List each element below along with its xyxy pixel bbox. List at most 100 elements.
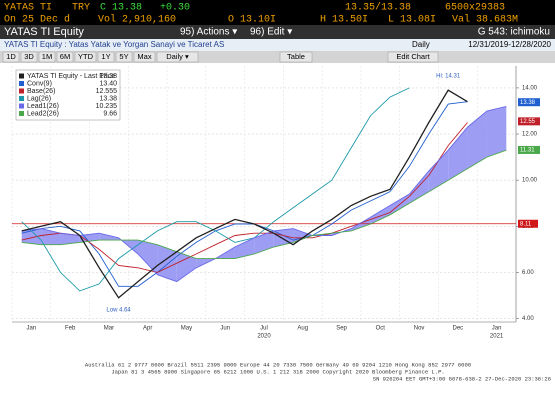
range-button[interactable] [2, 51, 20, 63]
date-range: 12/31/2019-12/28/2020 [468, 40, 551, 49]
legend-value: 13.38 [99, 95, 117, 102]
range-button-label: 3D [24, 52, 34, 61]
period: Daily [412, 40, 430, 49]
edit-chart-button[interactable] [387, 51, 439, 63]
value-traded: Val 38.683M [452, 14, 518, 26]
x-tick-label: Jan [27, 326, 37, 332]
x-tick-label: Feb [65, 326, 76, 332]
legend-swatch [19, 111, 24, 116]
legend-label: Base(26) [27, 88, 55, 95]
x-tick-label: Jan [492, 326, 502, 332]
cloud [21, 228, 42, 245]
legend-label: Lag(26) [27, 95, 51, 102]
range-button[interactable] [133, 51, 156, 63]
range-button[interactable] [97, 51, 115, 63]
y-tick-label: 12.00 [522, 132, 538, 138]
edit-chart-label: Edit Chart [396, 52, 430, 61]
cloud [467, 110, 487, 169]
toolbar [0, 25, 555, 39]
cloud [157, 244, 177, 282]
x-tick-label: Mar [104, 326, 114, 332]
legend: YATAS TI Equity - Last Price13.38Conv(9)… [15, 69, 121, 121]
series-line [21, 87, 410, 292]
volume: Vol 2,910,160 [98, 14, 176, 26]
change: +0.30 [160, 3, 190, 14]
legend-swatch [19, 81, 24, 86]
range-button[interactable] [38, 51, 56, 63]
cloud [60, 233, 80, 245]
edit-menu[interactable]: 96) Edit ▾ [250, 27, 292, 38]
price-tag-label: 11.31 [520, 148, 535, 154]
range-button-label: YTD [78, 52, 94, 61]
legend-value: 10.235 [96, 103, 118, 110]
high: H 13.50I [320, 15, 368, 26]
price-tag-label: 13.38 [520, 100, 536, 106]
series-line [21, 101, 468, 287]
cloud [79, 233, 100, 243]
low: L 13.08I [388, 15, 436, 26]
cloud [409, 170, 429, 204]
cloud [99, 233, 119, 241]
legend-swatch [19, 103, 24, 109]
range-button-label: 6M [60, 52, 70, 61]
cloud [234, 237, 255, 259]
range-button[interactable] [115, 51, 133, 63]
legend-swatch [19, 88, 24, 94]
cloud [176, 251, 197, 282]
range-button[interactable] [20, 51, 38, 63]
range-button-label: 1D [6, 52, 16, 61]
x-tick-label: Aug [297, 326, 308, 332]
x-tick-label: Nov [414, 326, 425, 332]
legend-value: 12.555 [96, 88, 118, 95]
ticker: YATAS TI [4, 3, 52, 14]
series-line [21, 89, 468, 299]
range-button-label: 1M [42, 52, 52, 61]
quote-bar [0, 0, 555, 25]
legend-swatch [19, 96, 24, 101]
price-tag-label: 12.55 [520, 119, 536, 125]
info-bar [0, 39, 555, 51]
x-tick-label: Jun [220, 326, 230, 332]
cloud [41, 228, 61, 245]
legend-label: Lead2(26) [27, 110, 59, 117]
range-button[interactable] [156, 51, 199, 63]
price-tag [518, 98, 540, 107]
actions-menu[interactable]: 95) Actions ▾ [180, 27, 237, 38]
cloud [448, 127, 468, 181]
range-buttons: 1D 3D 1M 6M YTD 1Y 5Y Max Daily ▾ [2, 51, 199, 63]
price-tag [518, 145, 540, 154]
cloud [486, 106, 507, 158]
reference-tag [518, 219, 538, 228]
legend-value: 13.38 [99, 73, 117, 80]
y-tick-label: 4.00 [522, 316, 534, 322]
security: YATAS TI Equity : Yatas Yatak ve Yorgan … [4, 40, 224, 49]
year-label: 2020 [257, 334, 271, 340]
range-button[interactable] [74, 51, 97, 63]
table-button[interactable] [279, 51, 313, 63]
annotation: Low 4.64 [106, 307, 131, 313]
cloud [428, 150, 449, 192]
x-tick-label: Jul [260, 326, 268, 332]
cloud [254, 230, 274, 254]
x-tick-label: Apr [143, 326, 152, 332]
year-label: 2021 [490, 334, 504, 340]
legend-box [15, 69, 121, 121]
legend-value: 9.66 [103, 110, 117, 117]
series-line [21, 105, 507, 283]
x-tick-label: May [181, 326, 192, 332]
legend-value: 13.40 [99, 80, 117, 87]
y-tick-label: 14.00 [522, 85, 538, 91]
table-label: Table [287, 52, 305, 61]
cloud [370, 205, 390, 224]
last-price: C 13.38 [100, 3, 142, 14]
footer-line: SN 926264 EET GMT+3:00 G678-638-2 27-Dec… [373, 375, 551, 382]
cloud [138, 240, 158, 275]
range-button[interactable] [56, 51, 74, 63]
range-button-label: 5Y [119, 52, 128, 61]
x-tick-label: Oct [376, 326, 386, 332]
chart-title: YATAS TI Equity [4, 26, 84, 38]
range-button-label: 1Y [101, 52, 110, 61]
footer-line: Australia 61 2 9777 8600 Brazil 5511 239… [85, 361, 471, 368]
legend-label: Conv(9) [27, 80, 52, 87]
